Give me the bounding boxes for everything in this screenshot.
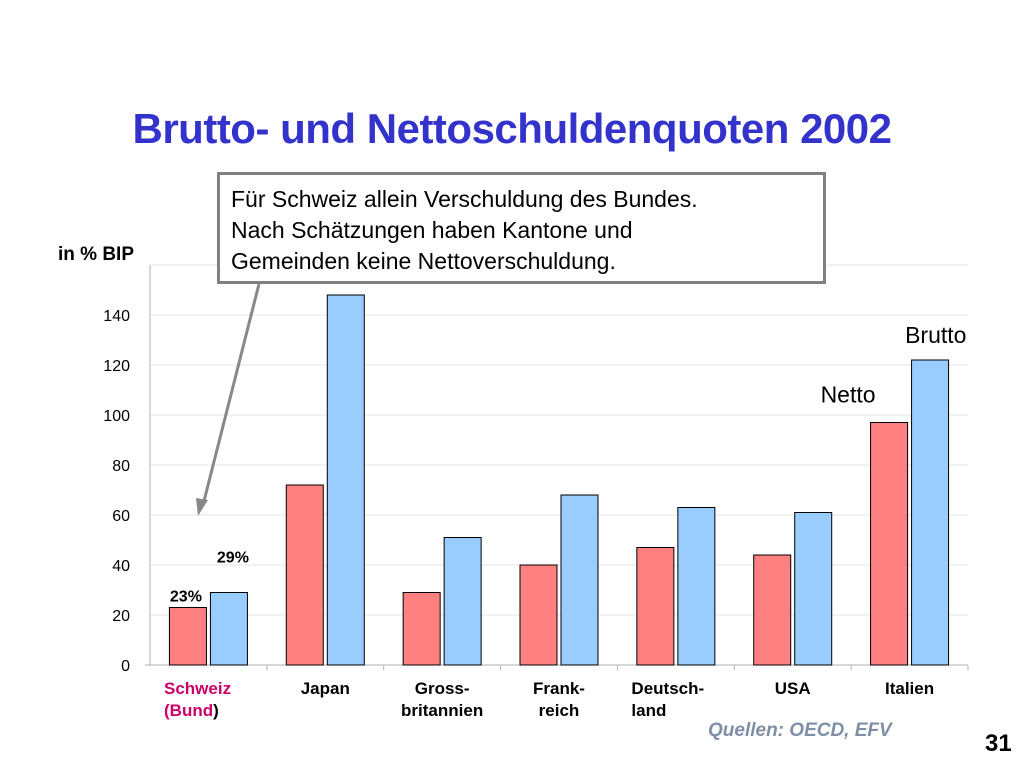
bar-brutto: [911, 359, 950, 666]
bar-netto: [285, 484, 324, 666]
y-tick-label: 60: [112, 508, 130, 525]
category-label: britannien: [401, 701, 483, 720]
annotation-note: Für Schweiz allein Verschuldung des Bund…: [217, 172, 826, 284]
y-tick-label: 40: [112, 558, 130, 575]
y-tick-label: 0: [121, 658, 130, 675]
page-number: 31: [985, 730, 1012, 757]
series-label-netto: Netto: [821, 382, 876, 408]
bar-brutto: [794, 512, 833, 666]
category-label: Italien: [885, 679, 934, 698]
category-label: Japan: [301, 679, 350, 698]
note-line: Nach Schätzungen haben Kantone und: [231, 217, 633, 243]
bar-brutto: [209, 592, 248, 666]
bar-brutto: [560, 494, 599, 666]
y-axis-label: in % BIP: [58, 244, 135, 265]
category-label: USA: [775, 679, 811, 698]
bar-netto: [168, 607, 207, 666]
data-label: 23%: [170, 589, 202, 606]
y-tick-label: 140: [103, 308, 130, 325]
note-line: Gemeinden keine Nettoverschuldung.: [231, 248, 616, 274]
page-title: Brutto- und Nettoschuldenquoten 2002: [132, 105, 893, 152]
category-label: Schweiz: [164, 679, 231, 698]
y-tick-label: 20: [112, 608, 130, 625]
category-label: Frank-: [533, 679, 585, 698]
category-label: Gross-: [415, 679, 470, 698]
y-tick-label: 100: [103, 408, 130, 425]
y-tick-label: 120: [103, 358, 130, 375]
category-label: land: [631, 701, 666, 720]
bar-netto: [402, 592, 441, 666]
y-tick-label: 80: [112, 458, 130, 475]
bar-brutto: [677, 507, 716, 666]
bar-brutto: [443, 537, 482, 666]
annotation-arrowhead: [196, 498, 208, 516]
data-label: 29%: [217, 550, 249, 567]
category-label: reich: [539, 701, 580, 720]
bar-brutto: [326, 294, 365, 666]
series-label-brutto: Brutto: [905, 322, 966, 348]
source-note: Quellen: OECD, EFV: [708, 720, 892, 741]
category-label: (Bund): [164, 701, 219, 720]
bar-netto: [870, 422, 909, 666]
category-label: Deutsch-: [631, 679, 704, 698]
annotation-arrow: [201, 283, 261, 506]
note-line: Für Schweiz allein Verschuldung des Bund…: [231, 186, 698, 212]
bar-netto: [519, 564, 558, 666]
bar-netto: [753, 554, 792, 666]
bar-netto: [636, 547, 675, 666]
